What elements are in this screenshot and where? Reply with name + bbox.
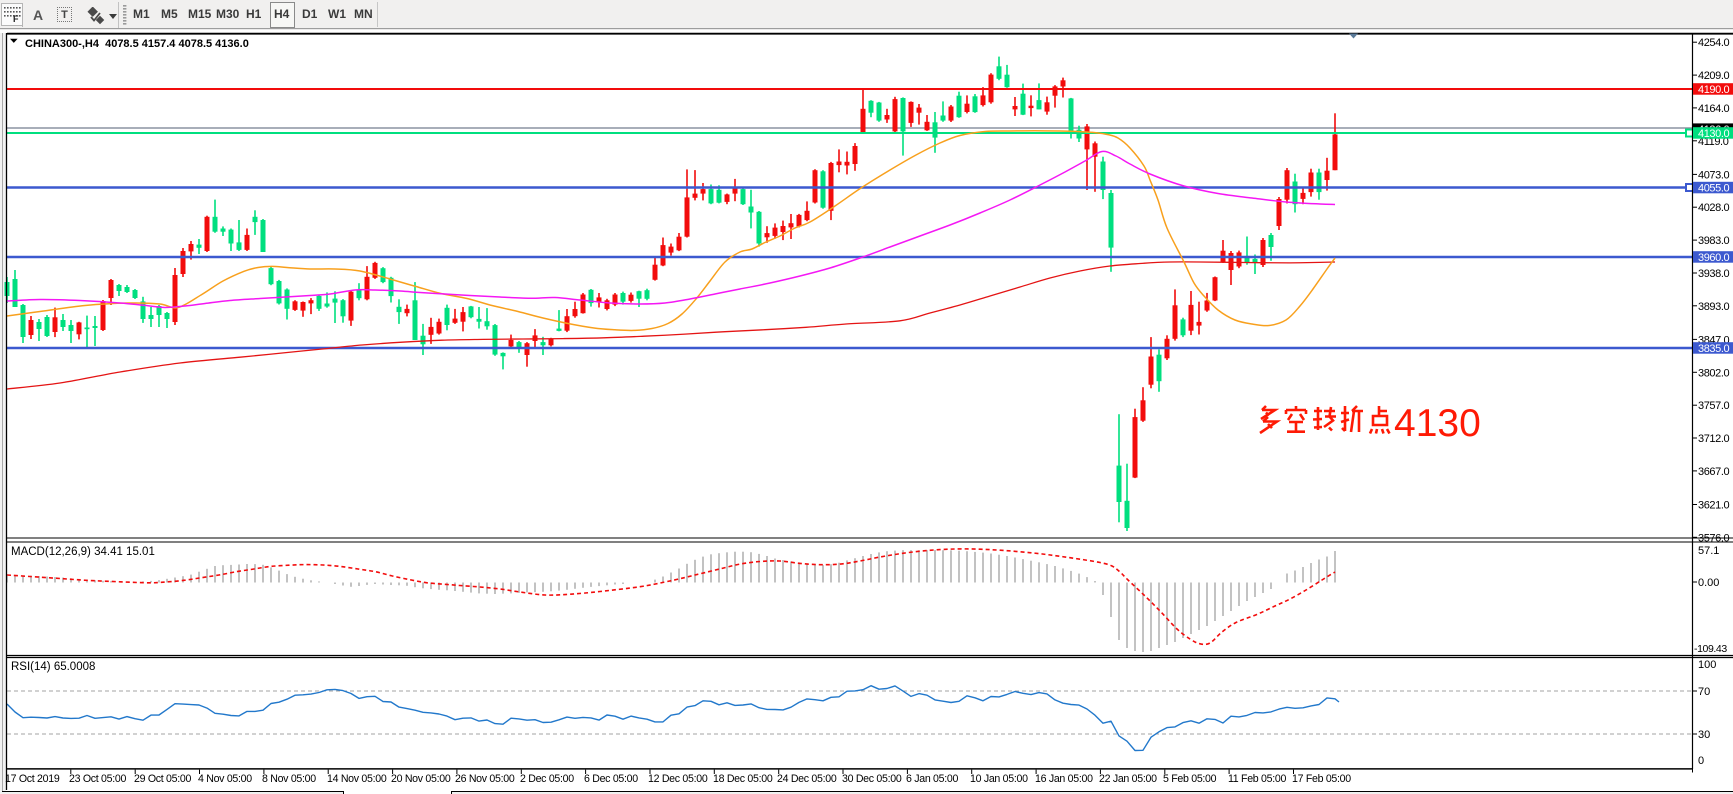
svg-text:RSI(14) 65.0008: RSI(14) 65.0008 (11, 661, 95, 673)
svg-text:4028.0: 4028.0 (1698, 202, 1730, 214)
svg-text:3835.0: 3835.0 (1698, 343, 1730, 355)
svg-text:4073.0: 4073.0 (1698, 169, 1730, 181)
svg-text:0: 0 (1698, 755, 1704, 767)
svg-text:30: 30 (1698, 729, 1710, 741)
svg-text:MACD(12,26,9) 34.41 15.01: MACD(12,26,9) 34.41 15.01 (11, 546, 155, 558)
svg-text:4130.0: 4130.0 (1698, 128, 1730, 140)
svg-text:3802.0: 3802.0 (1698, 367, 1730, 379)
svg-text:100: 100 (1698, 659, 1716, 671)
svg-text:3938.0: 3938.0 (1698, 268, 1730, 280)
svg-text:70: 70 (1698, 686, 1710, 698)
svg-text:3712.0: 3712.0 (1698, 433, 1730, 445)
svg-text:3983.0: 3983.0 (1698, 235, 1730, 247)
svg-text:57.1: 57.1 (1698, 545, 1719, 557)
svg-text:23 Oct 05:00: 23 Oct 05:00 (69, 773, 126, 785)
svg-text:2 Dec 05:00: 2 Dec 05:00 (520, 773, 574, 785)
svg-text:5 Feb 05:00: 5 Feb 05:00 (1163, 773, 1217, 785)
svg-text:18 Dec 05:00: 18 Dec 05:00 (713, 773, 773, 785)
svg-text:0.00: 0.00 (1698, 577, 1719, 589)
svg-text:11 Feb 05:00: 11 Feb 05:00 (1228, 773, 1286, 785)
svg-text:30 Dec 05:00: 30 Dec 05:00 (842, 773, 902, 785)
svg-text:12 Dec 05:00: 12 Dec 05:00 (648, 773, 708, 785)
svg-text:4190.0: 4190.0 (1698, 84, 1730, 96)
svg-text:F: F (13, 14, 19, 24)
svg-text:17 Oct 2019: 17 Oct 2019 (5, 773, 60, 785)
svg-text:3960.0: 3960.0 (1698, 252, 1730, 264)
svg-text:6 Jan 05:00: 6 Jan 05:00 (906, 773, 958, 785)
svg-text:4 Nov 05:00: 4 Nov 05:00 (198, 773, 252, 785)
svg-text:29 Oct 05:00: 29 Oct 05:00 (134, 773, 191, 785)
svg-text:3667.0: 3667.0 (1698, 466, 1730, 478)
svg-text:4164.0: 4164.0 (1698, 103, 1730, 115)
svg-text:22 Jan 05:00: 22 Jan 05:00 (1099, 773, 1157, 785)
svg-text:8 Nov 05:00: 8 Nov 05:00 (262, 773, 316, 785)
svg-text:3757.0: 3757.0 (1698, 400, 1730, 412)
svg-text:3621.0: 3621.0 (1698, 500, 1730, 512)
svg-text:3576.0: 3576.0 (1698, 532, 1730, 544)
svg-text:24 Dec 05:00: 24 Dec 05:00 (777, 773, 837, 785)
svg-text:26 Nov 05:00: 26 Nov 05:00 (455, 773, 515, 785)
svg-text:16 Jan 05:00: 16 Jan 05:00 (1035, 773, 1093, 785)
svg-text:4055.0: 4055.0 (1698, 183, 1730, 195)
svg-text:4130: 4130 (1394, 402, 1481, 445)
svg-text:6 Dec 05:00: 6 Dec 05:00 (584, 773, 638, 785)
svg-text:10 Jan 05:00: 10 Jan 05:00 (970, 773, 1028, 785)
svg-text:-109.43: -109.43 (1694, 643, 1727, 655)
svg-text:17 Feb 05:00: 17 Feb 05:00 (1292, 773, 1351, 785)
svg-text:14 Nov 05:00: 14 Nov 05:00 (327, 773, 387, 785)
svg-text:4254.0: 4254.0 (1698, 37, 1730, 49)
svg-text:3893.0: 3893.0 (1698, 301, 1730, 313)
svg-text:CHINA300-,H4 4078.5 4157.4 40: CHINA300-,H4 4078.5 4157.4 4078.5 4136.0 (25, 38, 249, 50)
svg-text:20 Nov 05:00: 20 Nov 05:00 (391, 773, 451, 785)
svg-text:4209.0: 4209.0 (1698, 70, 1730, 82)
svg-text:4119.0: 4119.0 (1698, 136, 1729, 148)
